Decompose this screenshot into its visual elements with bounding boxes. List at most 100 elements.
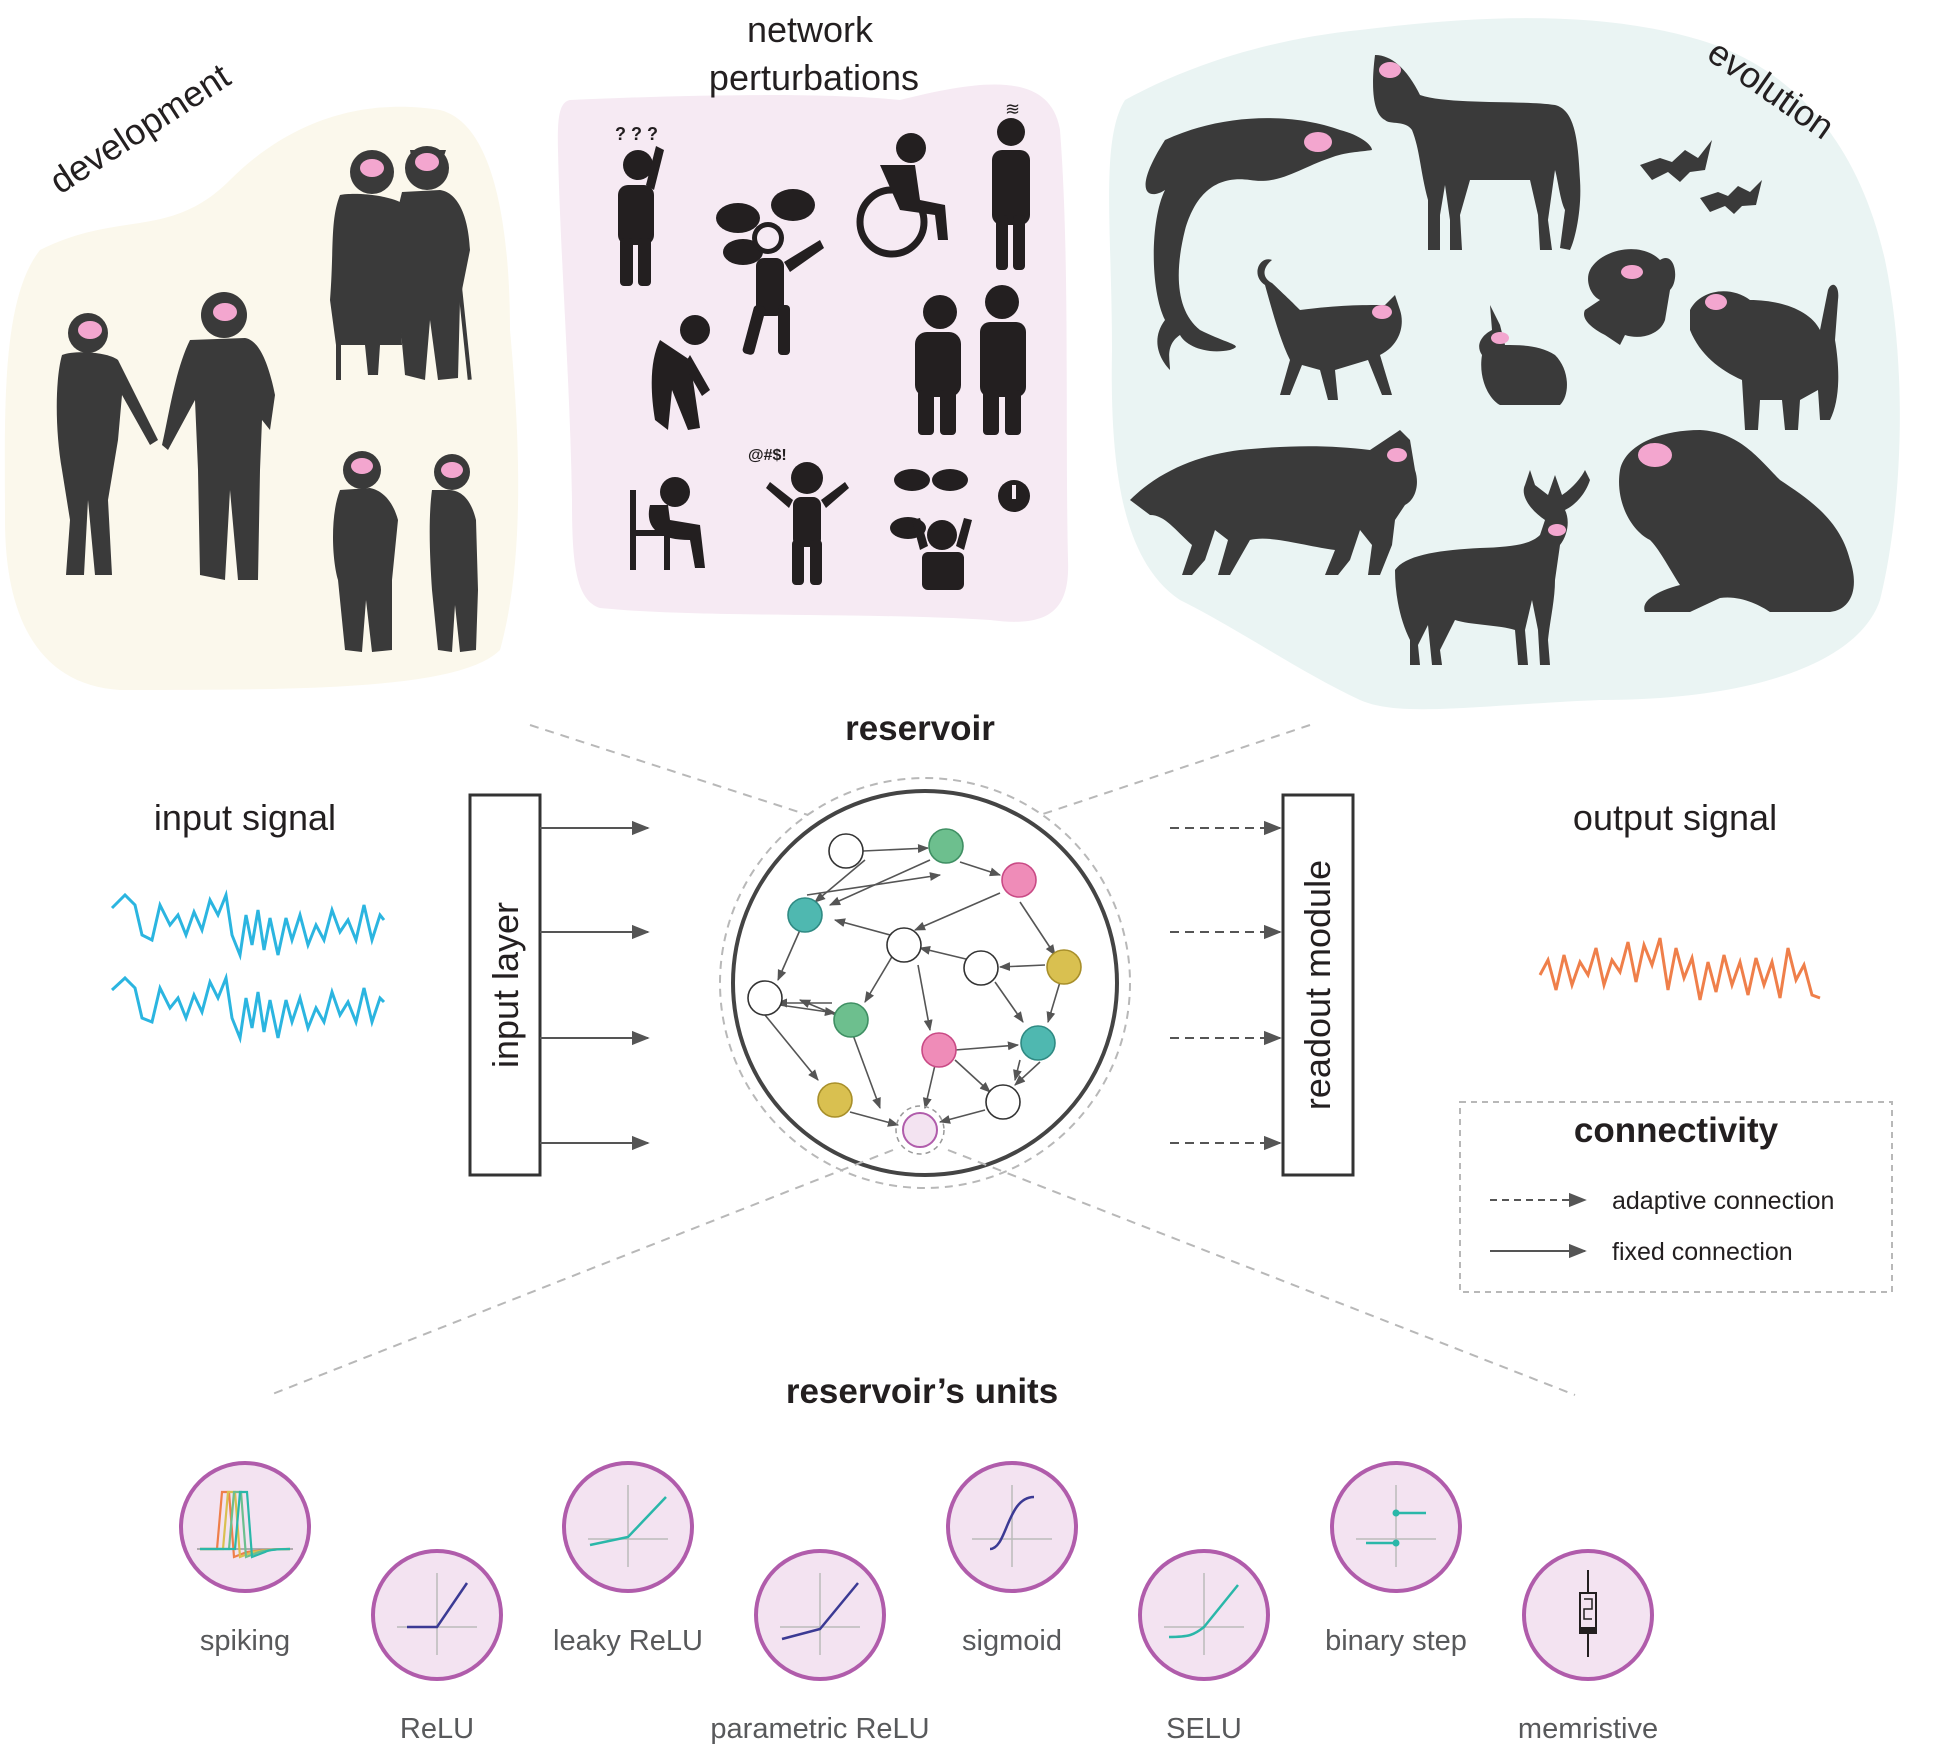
output-signal-label: output signal xyxy=(1573,797,1777,838)
network-perturbations-label-line1: network xyxy=(747,9,874,50)
deer-icon xyxy=(1395,470,1590,665)
adaptive-connection-label: adaptive connection xyxy=(1612,1187,1834,1215)
reservoir-edges xyxy=(764,843,1061,1127)
speech-bubbles-person-icon xyxy=(716,189,824,355)
reservoir-units-title: reservoir’s units xyxy=(786,1372,1058,1411)
svg-text:? ? ?: ? ? ? xyxy=(615,124,658,144)
unit-label: parametric ReLU xyxy=(710,1713,929,1745)
elderly-couple-icon xyxy=(915,285,1026,435)
unit-selu: SELU xyxy=(1138,1549,1270,1745)
unit-leaky: leaky ReLU xyxy=(553,1461,703,1657)
reservoir-node xyxy=(817,1082,853,1118)
monkey-icon xyxy=(1584,249,1676,345)
input-signal-waves xyxy=(110,889,386,1044)
horse-icon xyxy=(1373,55,1581,250)
reservoir-node xyxy=(1046,949,1082,985)
reservoir-node xyxy=(963,950,999,986)
unit-label: binary step xyxy=(1325,1625,1467,1657)
spiking-activation-icon xyxy=(197,1490,293,1559)
unit-relu: ReLU xyxy=(371,1549,503,1745)
elderly-woman-silhouette-icon xyxy=(330,150,405,380)
development-brains xyxy=(78,153,463,478)
reservoir-node xyxy=(828,833,864,869)
cat-icon xyxy=(1257,259,1402,400)
unit-label: SELU xyxy=(1166,1713,1242,1745)
person-with-fumes-icon: ≋ xyxy=(992,99,1030,270)
zoom-lines-top xyxy=(529,724,1311,816)
reservoir-node xyxy=(1020,1025,1056,1061)
unit-label: memristive xyxy=(1518,1713,1658,1745)
readout-module-box xyxy=(1281,793,1355,1177)
brain-icon xyxy=(213,303,237,321)
unit-label: sigmoid xyxy=(962,1625,1062,1657)
reservoir-node xyxy=(833,1002,869,1038)
brain-icon xyxy=(360,159,384,177)
reservoir-outer-dashed-ring xyxy=(719,777,1131,1189)
sad-seated-person-icon xyxy=(630,477,705,570)
reservoir-units: spiking ReLU leaky ReLU parametric ReLU sigm… xyxy=(179,1461,1658,1745)
dolphin-icon xyxy=(1145,118,1372,370)
svg-text:@#$!: @#$! xyxy=(748,447,787,464)
brain-icon xyxy=(441,462,463,478)
input-fixed-arrows xyxy=(540,820,650,1151)
angry-person-icon: @#$! xyxy=(748,447,849,585)
unit-prelu: parametric ReLU xyxy=(710,1549,930,1745)
network-perturbations-label-line2: perturbations xyxy=(709,57,919,98)
unit-label: spiking xyxy=(200,1625,290,1657)
unit-label: leaky ReLU xyxy=(553,1625,703,1657)
brain-icon xyxy=(1372,305,1392,319)
reservoir-node xyxy=(985,1084,1021,1120)
brain-icon xyxy=(1548,524,1566,536)
unit-circle xyxy=(179,1461,311,1593)
output-wave xyxy=(1538,937,1821,1001)
evolution-animals xyxy=(1130,55,1854,665)
brain-icon xyxy=(1638,443,1672,467)
sigmoid-activation-icon xyxy=(972,1485,1052,1567)
memristive-activation-icon xyxy=(1579,1570,1597,1657)
reservoir-node xyxy=(747,980,783,1016)
unit-spiking: spiking xyxy=(179,1461,311,1657)
rabbit-icon xyxy=(1479,305,1567,405)
readout-adaptive-arrows xyxy=(1170,820,1282,1151)
boy-silhouette-icon xyxy=(333,451,398,652)
brain-icon xyxy=(1379,62,1401,78)
svg-text:≋: ≋ xyxy=(1005,99,1020,119)
reservoir-node xyxy=(886,927,922,963)
evolution-brains xyxy=(1304,62,1727,536)
connectivity-legend-box xyxy=(1459,1101,1893,1293)
step-activation-icon xyxy=(1356,1485,1436,1567)
elderly-man-silhouette-icon xyxy=(393,146,472,380)
brain-icon xyxy=(1705,294,1727,310)
reservoir-node-highlighted xyxy=(902,1112,938,1148)
selu-activation-icon xyxy=(1164,1573,1244,1655)
reservoir-node xyxy=(928,828,964,864)
unit-step: binary step xyxy=(1325,1461,1467,1657)
input-signal-label: input signal xyxy=(154,797,336,838)
confused-person-icon: ? ? ? xyxy=(615,124,664,286)
input-wave-2 xyxy=(110,972,386,1044)
reservoir-title: reservoir xyxy=(845,709,995,748)
readout-module-label: readout module xyxy=(1297,860,1338,1110)
wolf-icon xyxy=(1130,430,1417,575)
brain-icon xyxy=(1304,132,1332,152)
watched-anxious-person-icon xyxy=(890,469,1030,590)
person-in-pain-icon xyxy=(651,315,710,430)
relu-activation-icon xyxy=(397,1573,477,1655)
zoom-lines-bottom xyxy=(269,1149,1576,1396)
brain-icon xyxy=(415,153,439,171)
perturbation-pictograms: ? ? ? ≋ xyxy=(615,99,1030,590)
brain-icon xyxy=(351,458,373,474)
input-layer-label: input layer xyxy=(485,902,526,1068)
reservoir-node-highlight-ring xyxy=(895,1105,945,1155)
prelu-activation-icon xyxy=(780,1573,860,1655)
brain-icon xyxy=(78,321,102,339)
input-wave-1 xyxy=(110,889,386,961)
unit-memristive: memristive xyxy=(1518,1549,1658,1745)
connectivity-legend-title: connectivity xyxy=(1574,1111,1779,1150)
leaky-activation-icon xyxy=(588,1485,668,1567)
reservoir-node xyxy=(921,1032,957,1068)
bat-icon xyxy=(1700,180,1762,214)
reservoir-node xyxy=(787,897,823,933)
development-label: development xyxy=(42,55,237,202)
